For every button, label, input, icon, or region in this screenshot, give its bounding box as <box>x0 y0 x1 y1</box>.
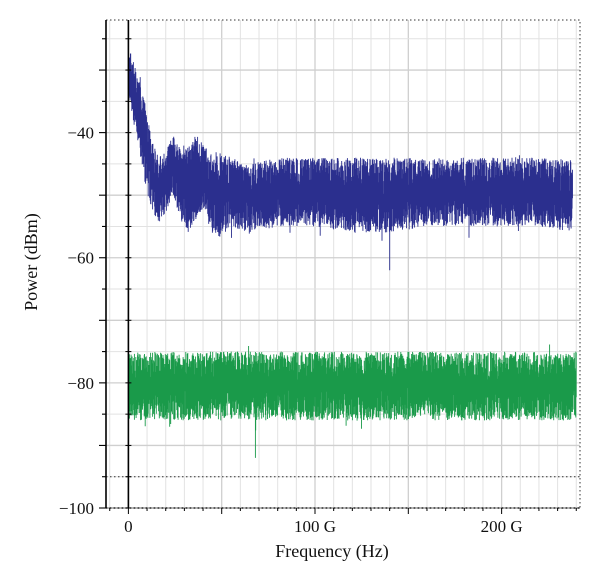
y-tick-label: −100 <box>59 499 94 518</box>
x-tick-label: 0 <box>124 517 133 536</box>
x-axis-label: Frequency (Hz) <box>275 541 388 562</box>
tick-labels: −40 −60 −80 −100 0 100 G 200 G <box>59 124 523 536</box>
y-axis-label: Power (dBm) <box>21 213 42 311</box>
x-tick-label: 100 G <box>294 517 336 536</box>
plot-frame <box>105 19 581 509</box>
y-tick-label: −80 <box>67 374 94 393</box>
y-tick-label: −60 <box>67 249 94 268</box>
grid <box>106 20 580 509</box>
series-group <box>127 53 577 458</box>
axes <box>99 20 580 514</box>
y-tick-label: −40 <box>67 124 94 143</box>
plot-frame-border <box>105 19 581 509</box>
series-1-trace <box>127 53 573 271</box>
x-tick-label: 200 G <box>481 517 523 536</box>
